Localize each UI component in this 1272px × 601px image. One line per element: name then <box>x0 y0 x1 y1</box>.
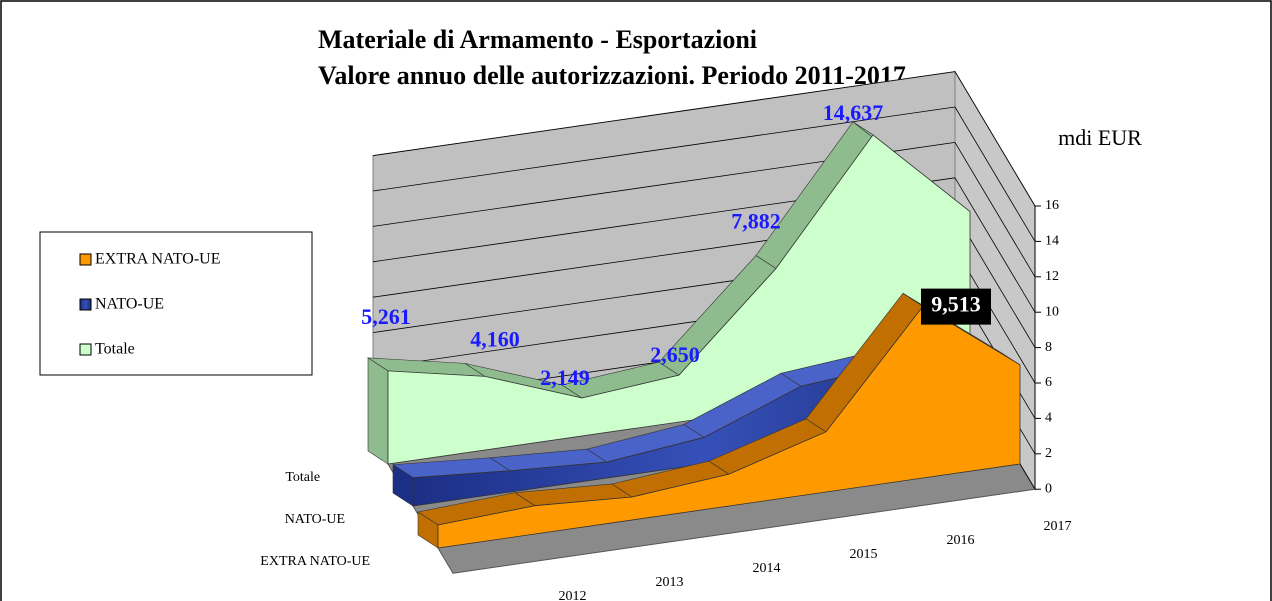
y-tick-label: 2 <box>1045 446 1052 461</box>
legend-swatch <box>79 343 92 356</box>
depth-label: Totale <box>285 470 320 485</box>
area-side <box>367 357 389 465</box>
y-tick-label: 6 <box>1045 375 1052 390</box>
legend-swatch <box>79 253 92 266</box>
data-label: 9,513 <box>931 292 981 317</box>
y-tick-label: 16 <box>1045 198 1059 213</box>
x-tick-label: 2013 <box>656 575 684 590</box>
depth-label: NATO-UE <box>285 512 345 527</box>
y-tick-label: 12 <box>1045 269 1059 284</box>
legend-swatch <box>79 298 92 311</box>
grid-line <box>954 106 1036 242</box>
grid-line <box>372 71 956 156</box>
y-tick-label: 4 <box>1045 411 1052 426</box>
y-tick-label: 8 <box>1045 340 1052 355</box>
data-label: 4,160 <box>470 326 520 351</box>
y-tick-label: 14 <box>1045 234 1059 249</box>
legend-label: Totale <box>95 341 135 358</box>
y-tick-label: 0 <box>1045 481 1052 496</box>
grid-line <box>954 71 1036 207</box>
plot: 0 2 4 6 8 10 12 14 16 Totale NATO-UE EXTRA NATO-UE 2… <box>260 69 1072 601</box>
chart-subtitle: Valore annuo delle autorizzazioni. Perio… <box>318 61 906 90</box>
x-tick-label: 2016 <box>947 533 975 548</box>
legend-label: EXTRA NATO-UE <box>95 251 220 268</box>
data-label: 2,149 <box>540 365 590 390</box>
data-label-box <box>921 288 991 325</box>
data-label: 5,261 <box>361 304 411 329</box>
grid-line <box>954 177 1036 313</box>
depth-label: EXTRA NATO-UE <box>260 554 370 569</box>
x-tick-label: 2015 <box>850 547 878 562</box>
x-tick-label: 2014 <box>753 561 781 576</box>
area <box>437 305 1021 549</box>
legend-label: NATO-UE <box>95 296 164 313</box>
grid-line <box>372 106 956 192</box>
x-tick-label: 2017 <box>1044 519 1072 534</box>
data-label: 14,637 <box>823 100 884 125</box>
y-axis-label: mdi EUR <box>1058 125 1142 150</box>
y-tick-label: 10 <box>1045 304 1059 319</box>
chart-title: Materiale di Armamento - Esportazioni <box>318 25 757 54</box>
grid-line <box>954 142 1036 278</box>
data-label: 7,882 <box>731 209 781 234</box>
x-tick-label: 2012 <box>559 589 587 601</box>
data-label: 2,650 <box>650 342 700 367</box>
